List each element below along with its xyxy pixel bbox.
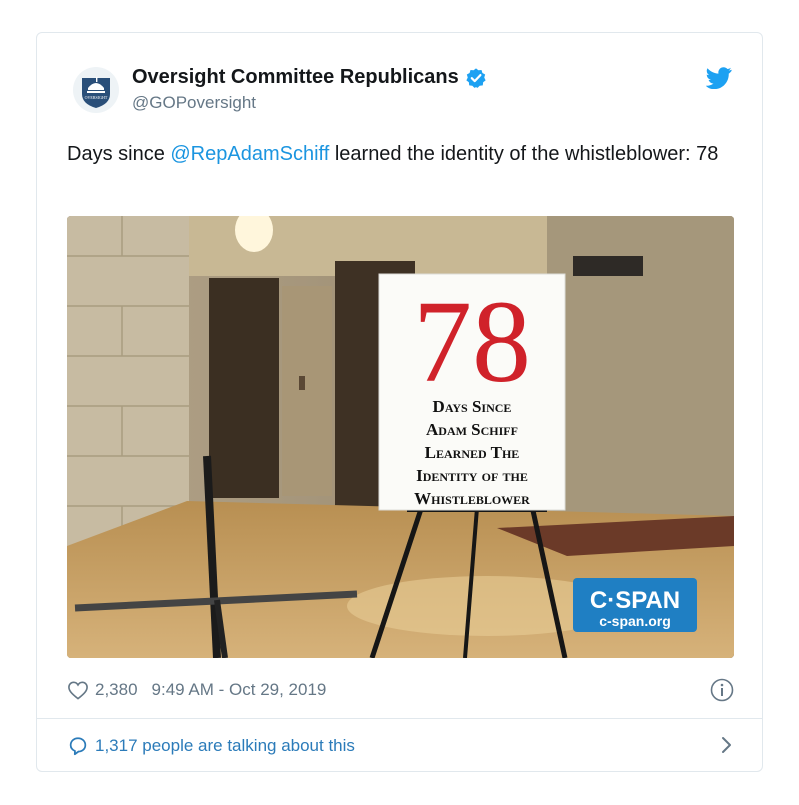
tweet-text-suffix: learned the identity of the whistleblowe… (329, 143, 719, 165)
cspan-logo-main: C·SPAN (590, 587, 680, 614)
sign-line-1: Days Since (433, 397, 512, 416)
tweet-card: OVERSIGHT Oversight Committee Republican… (36, 32, 763, 772)
footer-divider (37, 718, 762, 719)
twitter-bird-icon (705, 67, 732, 90)
tweet-text: Days since @RepAdamSchiff learned the id… (67, 139, 727, 170)
info-button[interactable] (710, 678, 734, 707)
mention-link[interactable]: @RepAdamSchiff (170, 143, 330, 165)
author-block: Oversight Committee Republicans @GOPover… (132, 66, 487, 113)
avatar-label: OVERSIGHT (85, 95, 108, 100)
sign-number: 78 (413, 276, 531, 407)
conversation-link[interactable]: 1,317 people are talking about this (67, 733, 734, 759)
tweet-timestamp[interactable]: 9:49 AM - Oct 29, 2019 (151, 680, 327, 699)
cspan-logo: C·SPAN c-span.org (573, 578, 697, 632)
sign-line-3: Learned The (425, 443, 520, 462)
cspan-logo-sub: c-span.org (599, 613, 671, 629)
like-count: 2,380 (95, 680, 138, 699)
comment-bubble-icon (69, 737, 87, 756)
chevron-button[interactable] (720, 735, 734, 760)
photo-scene: 78 Days Since Adam Schiff Learned The Id… (67, 216, 734, 658)
tweet-meta: 2,380 9:49 AM - Oct 29, 2019 (67, 678, 734, 702)
sign-line-4: Identity of the (416, 466, 528, 485)
info-icon (710, 678, 734, 702)
author-handle[interactable]: @GOPoversight (132, 93, 257, 112)
chevron-right-icon (722, 737, 731, 753)
capitol-shield-icon: OVERSIGHT (82, 77, 110, 108)
avatar[interactable]: OVERSIGHT (73, 67, 119, 113)
like-button[interactable]: 2,380 (67, 680, 138, 700)
author-name-row[interactable]: Oversight Committee Republicans (132, 66, 487, 89)
tweet-text-prefix: Days since (67, 143, 171, 165)
tweet-photo[interactable]: 78 Days Since Adam Schiff Learned The Id… (67, 216, 734, 658)
sign-line-5: Whistleblower (414, 489, 530, 508)
display-name[interactable]: Oversight Committee Republicans (132, 66, 459, 88)
twitter-link[interactable] (705, 67, 732, 94)
sign-line-2: Adam Schiff (426, 420, 518, 439)
verified-badge-icon (466, 67, 486, 88)
talking-count-label: 1,317 people are talking about this (95, 736, 355, 755)
heart-icon (68, 681, 88, 700)
